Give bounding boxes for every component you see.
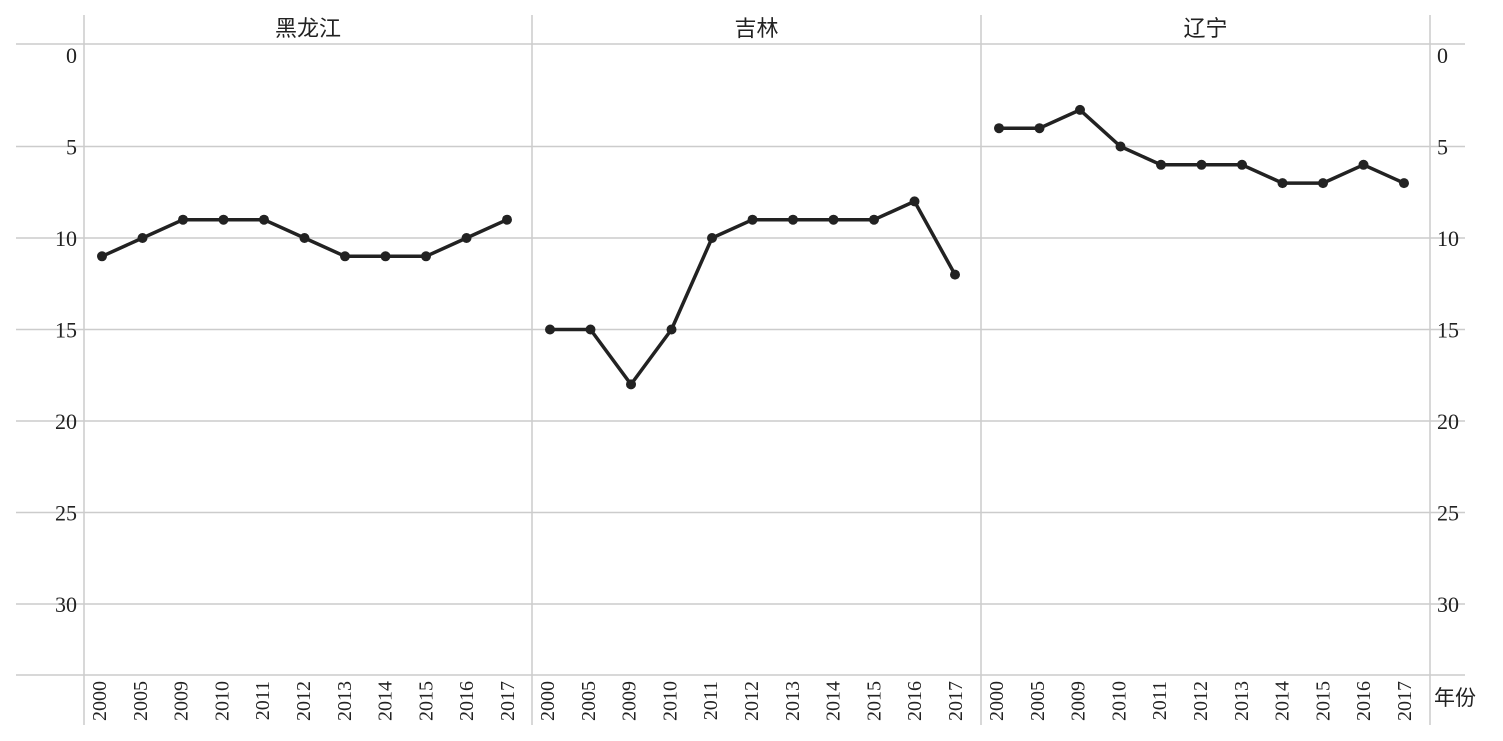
data-point: [1034, 123, 1045, 134]
x-tick-label: 2014: [823, 681, 845, 721]
gridlines: [16, 43, 1465, 676]
panel-dividers: [83, 15, 1431, 725]
x-tick-label: 2016: [904, 681, 926, 721]
panel-title: 吉林: [734, 17, 778, 42]
y-tick-label-left: 15: [55, 318, 77, 343]
panel-title: 黑龙江: [275, 17, 341, 42]
panel-title: 辽宁: [1183, 17, 1227, 42]
x-tick-label: 2017: [497, 681, 519, 721]
data-point: [380, 251, 391, 262]
data-point: [1399, 178, 1409, 189]
x-tick-label: 2011: [700, 681, 722, 720]
y-tick-label-left: 20: [55, 409, 77, 434]
x-tick-label: 2000: [89, 681, 111, 721]
data-point: [909, 196, 920, 207]
x-tick-label: 2012: [1190, 681, 1212, 721]
x-tick-label: 2013: [782, 681, 804, 721]
data-point: [1237, 159, 1247, 170]
data-point: [259, 214, 269, 225]
y-tick-label-right: 15: [1437, 318, 1459, 343]
data-point: [950, 269, 960, 280]
y-axis-tick-labels: 0 0 5 5 10 10 15 15 20 20 25 25 30 30: [55, 43, 1459, 617]
x-tick-label: 2012: [741, 681, 763, 721]
data-point: [502, 214, 512, 225]
data-point: [461, 233, 472, 243]
data-point: [1318, 178, 1328, 189]
series-lines: [97, 104, 1409, 390]
data-point: [1156, 159, 1166, 170]
x-axis-tick-labels: 2000 2005 2009 2010 2011 2012 2013 2014 2015 2016…: [89, 681, 1416, 721]
y-tick-label-right: 5: [1437, 135, 1448, 160]
data-point: [97, 251, 107, 262]
data-point: [747, 214, 758, 225]
x-tick-label: 2011: [252, 681, 274, 720]
x-tick-label: 2015: [415, 681, 437, 721]
x-tick-label: 2014: [1272, 681, 1294, 721]
data-point: [1075, 104, 1085, 115]
data-point: [585, 324, 596, 335]
y-tick-label-left: 10: [55, 226, 77, 251]
x-tick-label: 2005: [130, 681, 152, 721]
x-tick-label: 2013: [1231, 681, 1253, 721]
data-point: [1358, 159, 1369, 170]
panel-titles: 黑龙江 吉林 辽宁: [275, 17, 1228, 42]
data-point: [178, 214, 188, 225]
data-point: [137, 233, 148, 243]
data-point: [218, 214, 229, 225]
x-tick-label: 2014: [375, 681, 397, 721]
data-point: [788, 214, 798, 225]
y-tick-label-left: 5: [66, 135, 77, 160]
x-tick-label: 2010: [1108, 681, 1130, 721]
y-tick-label-right: 0: [1437, 43, 1448, 68]
x-tick-label: 2012: [293, 681, 315, 721]
x-tick-label: 2005: [578, 681, 600, 721]
data-point: [994, 123, 1004, 134]
x-tick-label: 2015: [1312, 681, 1334, 721]
y-tick-label-right: 25: [1437, 501, 1459, 526]
x-tick-label: 2015: [863, 681, 885, 721]
x-tick-label: 2009: [171, 681, 193, 721]
x-tick-label: 2011: [1149, 681, 1171, 720]
data-point: [340, 251, 350, 262]
data-point: [1196, 159, 1207, 170]
data-point: [626, 379, 636, 390]
x-tick-label: 2005: [1027, 681, 1049, 721]
data-point: [869, 214, 879, 225]
x-tick-label: 2013: [334, 681, 356, 721]
x-tick-label: 2000: [986, 681, 1008, 721]
x-tick-label: 2009: [619, 681, 641, 721]
x-axis-unit-label: 年份: [1434, 686, 1476, 710]
data-point: [421, 251, 431, 262]
x-tick-label: 2010: [659, 681, 681, 721]
data-point: [707, 233, 717, 243]
x-tick-label: 2010: [211, 681, 233, 721]
y-tick-label-right: 30: [1437, 592, 1459, 617]
x-tick-label: 2000: [537, 681, 559, 721]
x-tick-label: 2009: [1068, 681, 1090, 721]
x-tick-label: 2017: [1394, 681, 1416, 721]
data-point: [299, 233, 310, 243]
y-tick-label-right: 20: [1437, 409, 1459, 434]
x-tick-label: 2016: [1353, 681, 1375, 721]
data-point: [1277, 178, 1288, 189]
x-tick-label: 2016: [456, 681, 478, 721]
series-line: [550, 199, 957, 387]
x-tick-label: 2017: [945, 681, 967, 721]
y-tick-label-left: 30: [55, 592, 77, 617]
y-tick-label-right: 10: [1437, 226, 1459, 251]
data-point: [545, 324, 555, 335]
y-tick-label-left: 25: [55, 501, 77, 526]
data-point: [666, 324, 677, 335]
y-tick-label-left: 0: [66, 43, 77, 68]
data-point: [828, 214, 839, 225]
data-point: [1115, 141, 1126, 152]
